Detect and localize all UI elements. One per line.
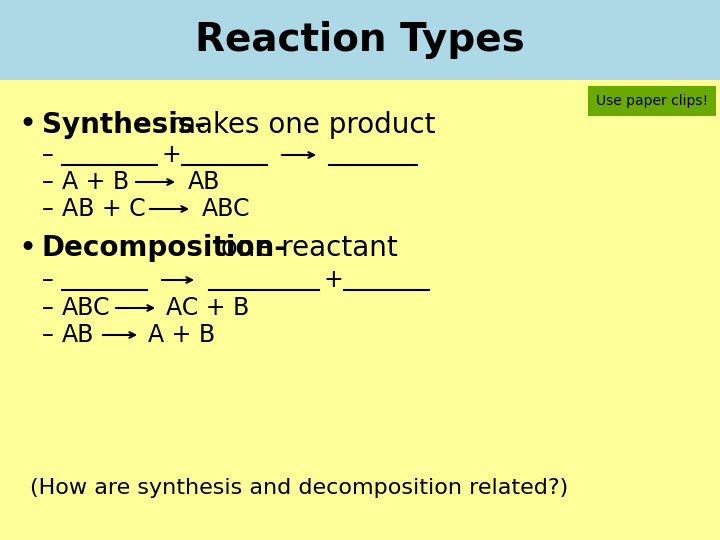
Text: AC + B: AC + B xyxy=(166,296,249,320)
Text: AB: AB xyxy=(188,170,220,194)
Text: one reactant: one reactant xyxy=(212,234,397,262)
Text: AB: AB xyxy=(62,323,94,347)
Text: A + B: A + B xyxy=(62,170,129,194)
Bar xyxy=(588,86,716,116)
Text: makes one product: makes one product xyxy=(160,111,436,139)
Text: –: – xyxy=(42,296,54,320)
Text: (How are synthesis and decomposition related?): (How are synthesis and decomposition rel… xyxy=(30,478,568,498)
Text: –: – xyxy=(42,143,54,167)
Text: A + B: A + B xyxy=(148,323,215,347)
Text: –: – xyxy=(42,197,54,221)
Bar xyxy=(0,0,720,80)
Text: –: – xyxy=(42,268,54,292)
Text: Reaction Types: Reaction Types xyxy=(195,21,525,59)
Text: +: + xyxy=(324,268,343,292)
Text: Synthesis-: Synthesis- xyxy=(42,111,206,139)
Text: •: • xyxy=(18,111,36,139)
Text: Decomposition-: Decomposition- xyxy=(42,234,287,262)
Text: –: – xyxy=(42,170,54,194)
Text: ABC: ABC xyxy=(202,197,251,221)
Text: –: – xyxy=(42,323,54,347)
Text: •: • xyxy=(18,233,36,262)
Text: Use paper clips!: Use paper clips! xyxy=(596,94,708,108)
Text: ABC: ABC xyxy=(62,296,110,320)
Text: AB + C: AB + C xyxy=(62,197,145,221)
Text: +: + xyxy=(162,143,181,167)
